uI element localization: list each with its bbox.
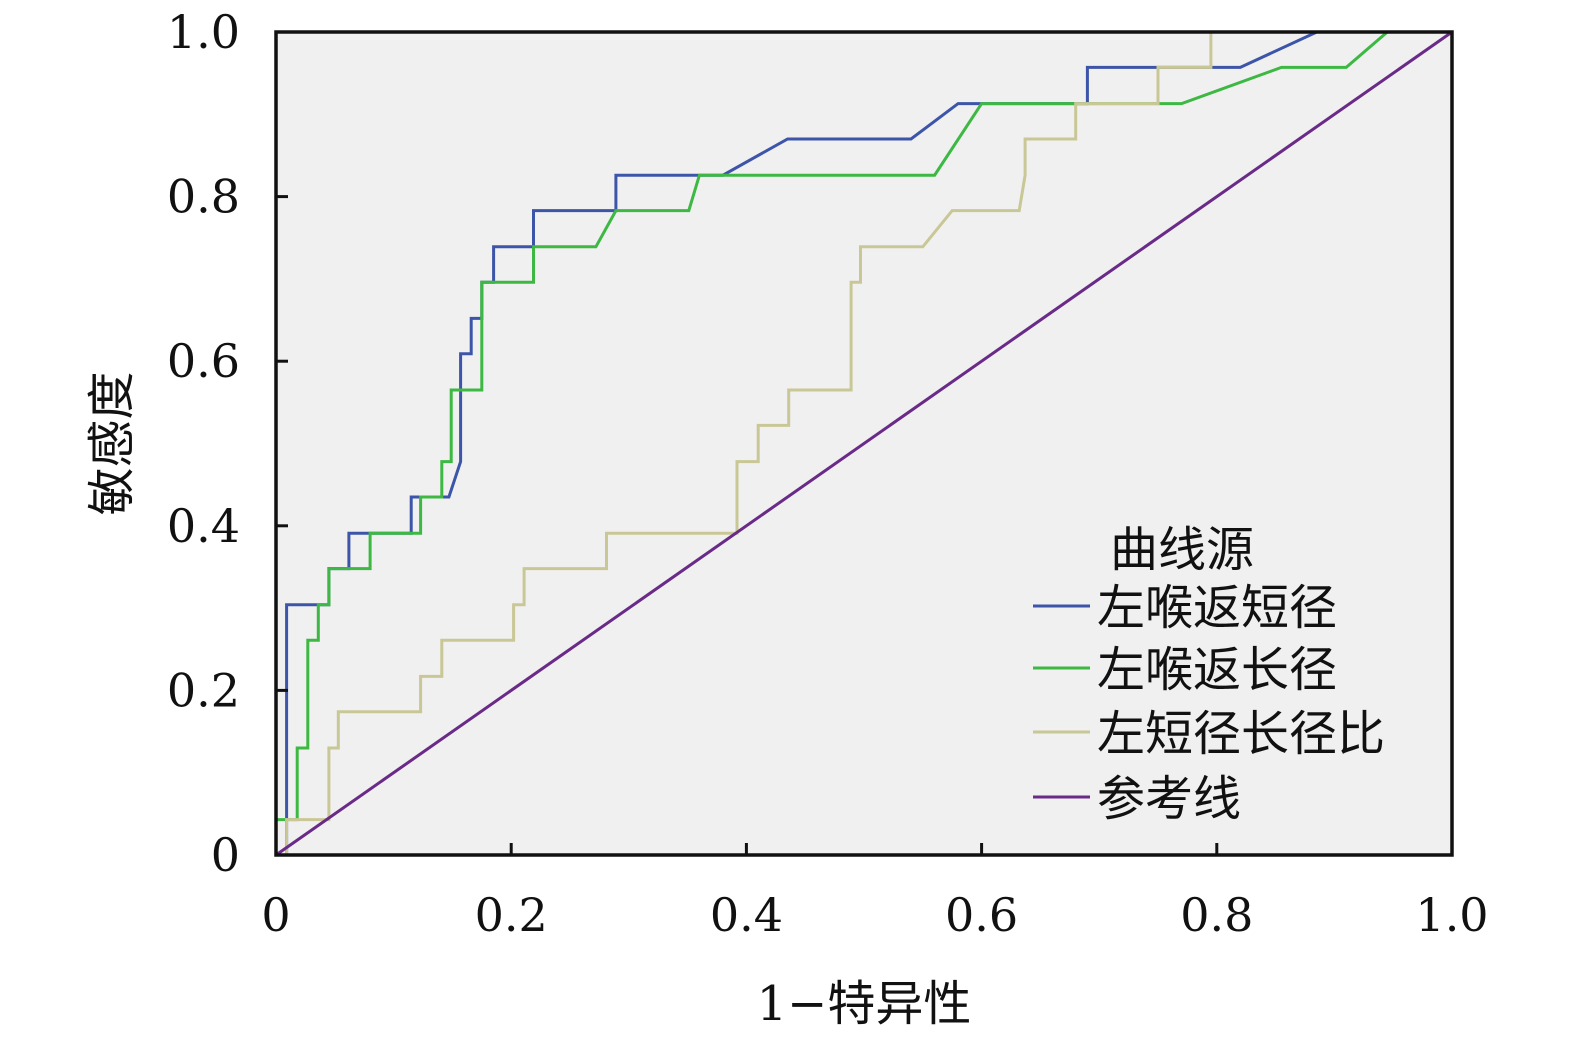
y-tick-label: 0.8 xyxy=(167,170,240,224)
x-tick-label: 0.4 xyxy=(710,888,783,942)
y-tick-label: 0.2 xyxy=(167,663,240,717)
series-line-3 xyxy=(276,30,1452,857)
x-tick-label: 0.8 xyxy=(1180,888,1253,942)
x-axis-title: 1−特异性 xyxy=(757,976,972,1032)
y-tick-label: 0 xyxy=(211,828,240,882)
legend-label: 左短径长径比 xyxy=(1097,706,1385,762)
x-tick-label: 0.6 xyxy=(945,888,1018,942)
y-tick-label: 0.6 xyxy=(167,334,240,388)
y-axis-title: 敏感度 xyxy=(84,371,140,515)
y-tick-label: 1.0 xyxy=(167,5,240,59)
series-line-2 xyxy=(274,30,1452,855)
legend-title: 曲线源 xyxy=(1110,522,1254,578)
axis-layer: 0 0.2 0.4 0.6 0.8 1.0 0 0.2 0.4 0.6 0.8 1.0 xyxy=(167,5,1489,942)
series-layer xyxy=(274,30,1453,857)
plot-frame xyxy=(274,30,1454,857)
x-tick-label: 1.0 xyxy=(1415,888,1488,942)
series-line-4 xyxy=(275,30,1453,857)
y-tick-label: 0.4 xyxy=(167,499,240,553)
legend-label: 参考线 xyxy=(1097,771,1241,827)
x-tick-label: 0 xyxy=(261,888,290,942)
legend-label: 左喉返长径 xyxy=(1097,642,1337,698)
x-tick-label: 0.2 xyxy=(475,888,548,942)
legend-label: 左喉返短径 xyxy=(1097,580,1337,636)
